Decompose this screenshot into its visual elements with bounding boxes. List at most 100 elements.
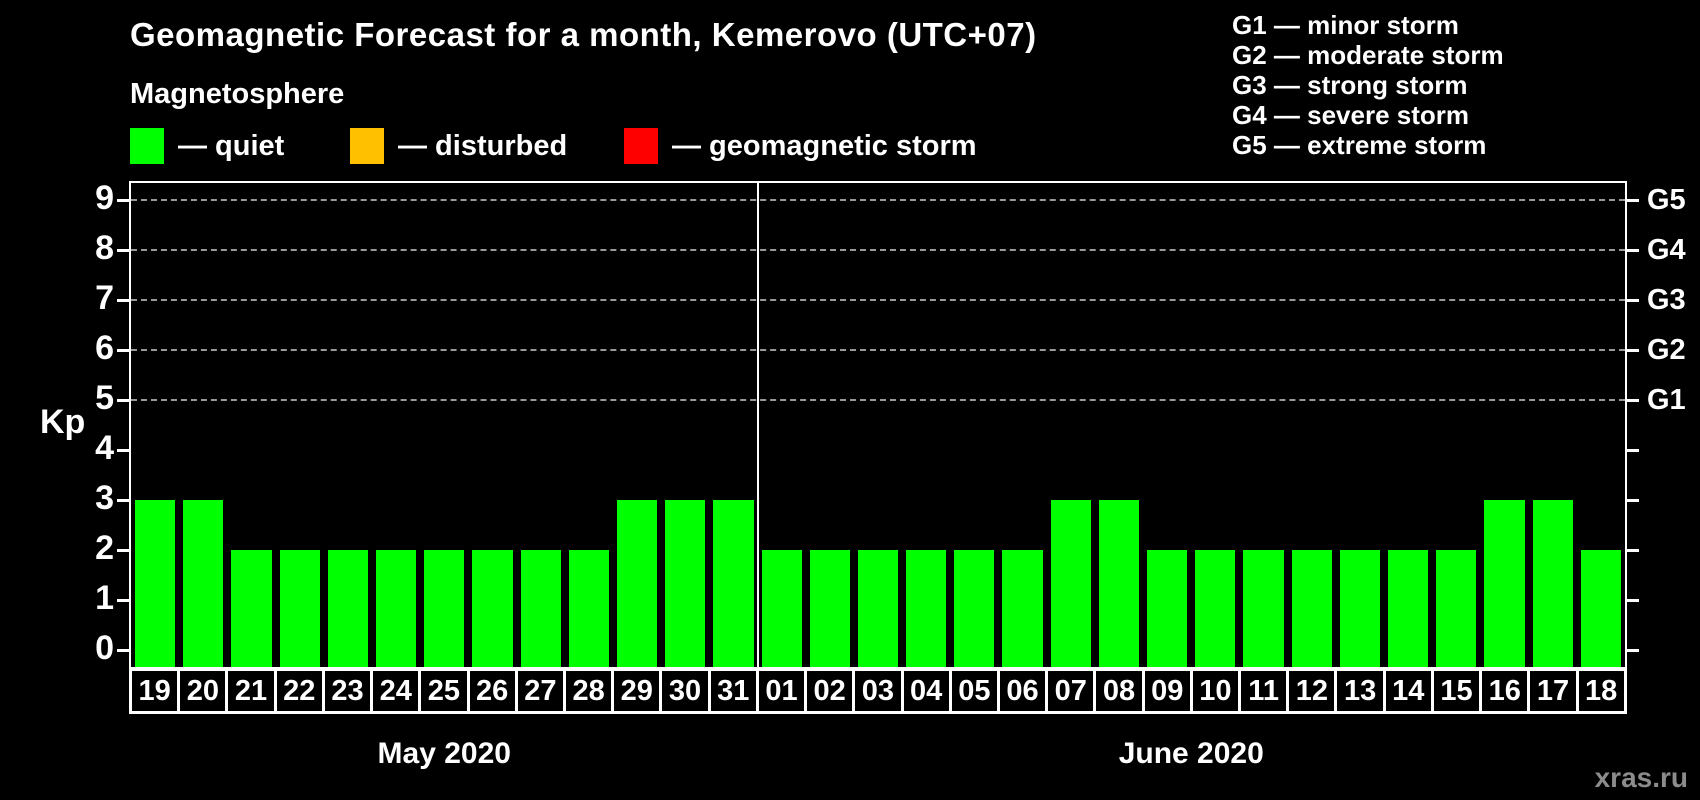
kp-bar: [1147, 550, 1188, 667]
kp-bar: [1532, 500, 1573, 667]
right-axis-label: G1: [1647, 384, 1686, 416]
gridline-g3: [131, 299, 1625, 301]
kp-bar: [1050, 500, 1091, 667]
date-cell: 20: [180, 671, 226, 711]
date-cell: 03: [855, 671, 901, 711]
watermark: xras.ru: [1594, 762, 1688, 793]
g1-legend-line: G1 — minor storm: [1232, 10, 1459, 40]
kp-bar: [327, 550, 368, 667]
kp-bar: [1098, 500, 1140, 667]
right-axis-label: G3: [1647, 284, 1686, 316]
gridline-g2: [131, 349, 1625, 351]
y-tick-mark-right: [1625, 649, 1639, 652]
right-axis-label: G4: [1647, 234, 1686, 266]
date-cell: 09: [1144, 671, 1190, 711]
kp-bar: [1291, 550, 1332, 667]
y-tick-label: 6: [95, 329, 114, 367]
y-tick-mark-right: [1625, 349, 1639, 352]
y-tick-mark-right: [1625, 199, 1639, 202]
date-axis: 19 20 21 22 23 24 25 26 27 28 29 30 31 01 02 03 04 05 06 07…: [129, 668, 1627, 714]
date-cell: 07: [1048, 671, 1094, 711]
date-cell: 06: [999, 671, 1046, 711]
right-axis-label: G2: [1647, 334, 1686, 366]
gridline-g4: [131, 249, 1625, 251]
kp-bar: [1339, 550, 1381, 667]
date-cell: 26: [469, 671, 515, 711]
date-cell: 21: [228, 671, 274, 711]
y-tick-label: 2: [95, 529, 114, 567]
date-cell: 04: [903, 671, 949, 711]
date-cell: 24: [373, 671, 419, 711]
kp-bar: [713, 500, 754, 667]
kp-bar: [1002, 550, 1043, 667]
kp-bar: [135, 500, 176, 667]
y-tick-mark-left: [117, 349, 131, 352]
y-tick-mark-right: [1625, 599, 1639, 602]
date-cell: 02: [807, 671, 853, 711]
kp-bar: [183, 500, 224, 667]
g2-legend-line: G2 — moderate storm: [1232, 40, 1504, 70]
kp-bar: [1388, 550, 1429, 667]
date-cell: 19: [132, 671, 178, 711]
y-axis-label: Kp: [40, 403, 86, 441]
kp-bar: [906, 550, 947, 667]
storm-color-swatch: [624, 128, 658, 164]
date-cell: 30: [662, 671, 708, 711]
y-tick-mark-right: [1625, 249, 1639, 252]
y-tick-mark-left: [117, 649, 131, 652]
date-cell: 23: [324, 671, 371, 711]
kp-bar: [857, 550, 899, 667]
y-tick-mark-right: [1625, 399, 1639, 402]
month-label: May 2020: [377, 737, 511, 770]
date-cell: 28: [565, 671, 612, 711]
date-cell: 10: [1192, 671, 1239, 711]
legend-label-storm: — geomagnetic storm: [672, 129, 977, 162]
y-tick-label: 0: [95, 629, 114, 667]
kp-bar: [472, 550, 513, 667]
y-tick-mark-right: [1625, 499, 1639, 502]
kp-bar: [809, 550, 850, 667]
date-cell: 14: [1385, 671, 1431, 711]
date-cell: 13: [1337, 671, 1383, 711]
legend-label-disturbed: — disturbed: [398, 129, 568, 162]
month-divider: [756, 183, 759, 667]
kp-bar: [279, 550, 320, 667]
legend-item-storm: — geomagnetic storm: [624, 128, 977, 164]
magnetosphere-label: Magnetosphere: [130, 78, 345, 110]
month-label: June 2020: [1118, 737, 1264, 770]
kp-bar: [761, 550, 802, 667]
g5-legend-line: G5 — extreme storm: [1232, 130, 1487, 160]
y-tick-mark-left: [117, 449, 131, 452]
y-tick-mark-right: [1625, 549, 1639, 552]
right-axis-label: G5: [1647, 184, 1686, 216]
date-cell: 27: [517, 671, 563, 711]
date-cell: 17: [1530, 671, 1576, 711]
gridline-g1: [131, 399, 1625, 401]
y-tick-mark-right: [1625, 449, 1639, 452]
g4-legend-line: G4 — severe storm: [1232, 100, 1470, 130]
kp-bar: [375, 550, 417, 667]
y-tick-mark-left: [117, 299, 131, 302]
y-tick-label: 8: [95, 229, 114, 267]
y-tick-mark-left: [117, 399, 131, 402]
kp-bar: [1436, 550, 1477, 667]
kp-bar: [520, 550, 561, 667]
date-cell: 12: [1289, 671, 1335, 711]
y-tick-mark-right: [1625, 299, 1639, 302]
legend-item-disturbed: — disturbed: [350, 128, 567, 164]
kp-bar: [1484, 500, 1525, 667]
y-tick-mark-left: [117, 499, 131, 502]
date-cell: 05: [951, 671, 997, 711]
kp-bar: [1580, 550, 1621, 667]
date-cell: 25: [421, 671, 467, 711]
kp-bar: [424, 550, 465, 667]
date-cell: 31: [710, 671, 756, 711]
y-tick-label: 4: [95, 429, 114, 467]
chart-title: Geomagnetic Forecast for a month, Kemero…: [130, 16, 1037, 53]
disturbed-color-swatch: [350, 128, 384, 164]
y-tick-label: 5: [95, 379, 114, 417]
date-cell: 16: [1482, 671, 1528, 711]
legend-label-quiet: — quiet: [178, 129, 285, 162]
kp-bar: [665, 500, 706, 667]
kp-bar: [1195, 550, 1236, 667]
